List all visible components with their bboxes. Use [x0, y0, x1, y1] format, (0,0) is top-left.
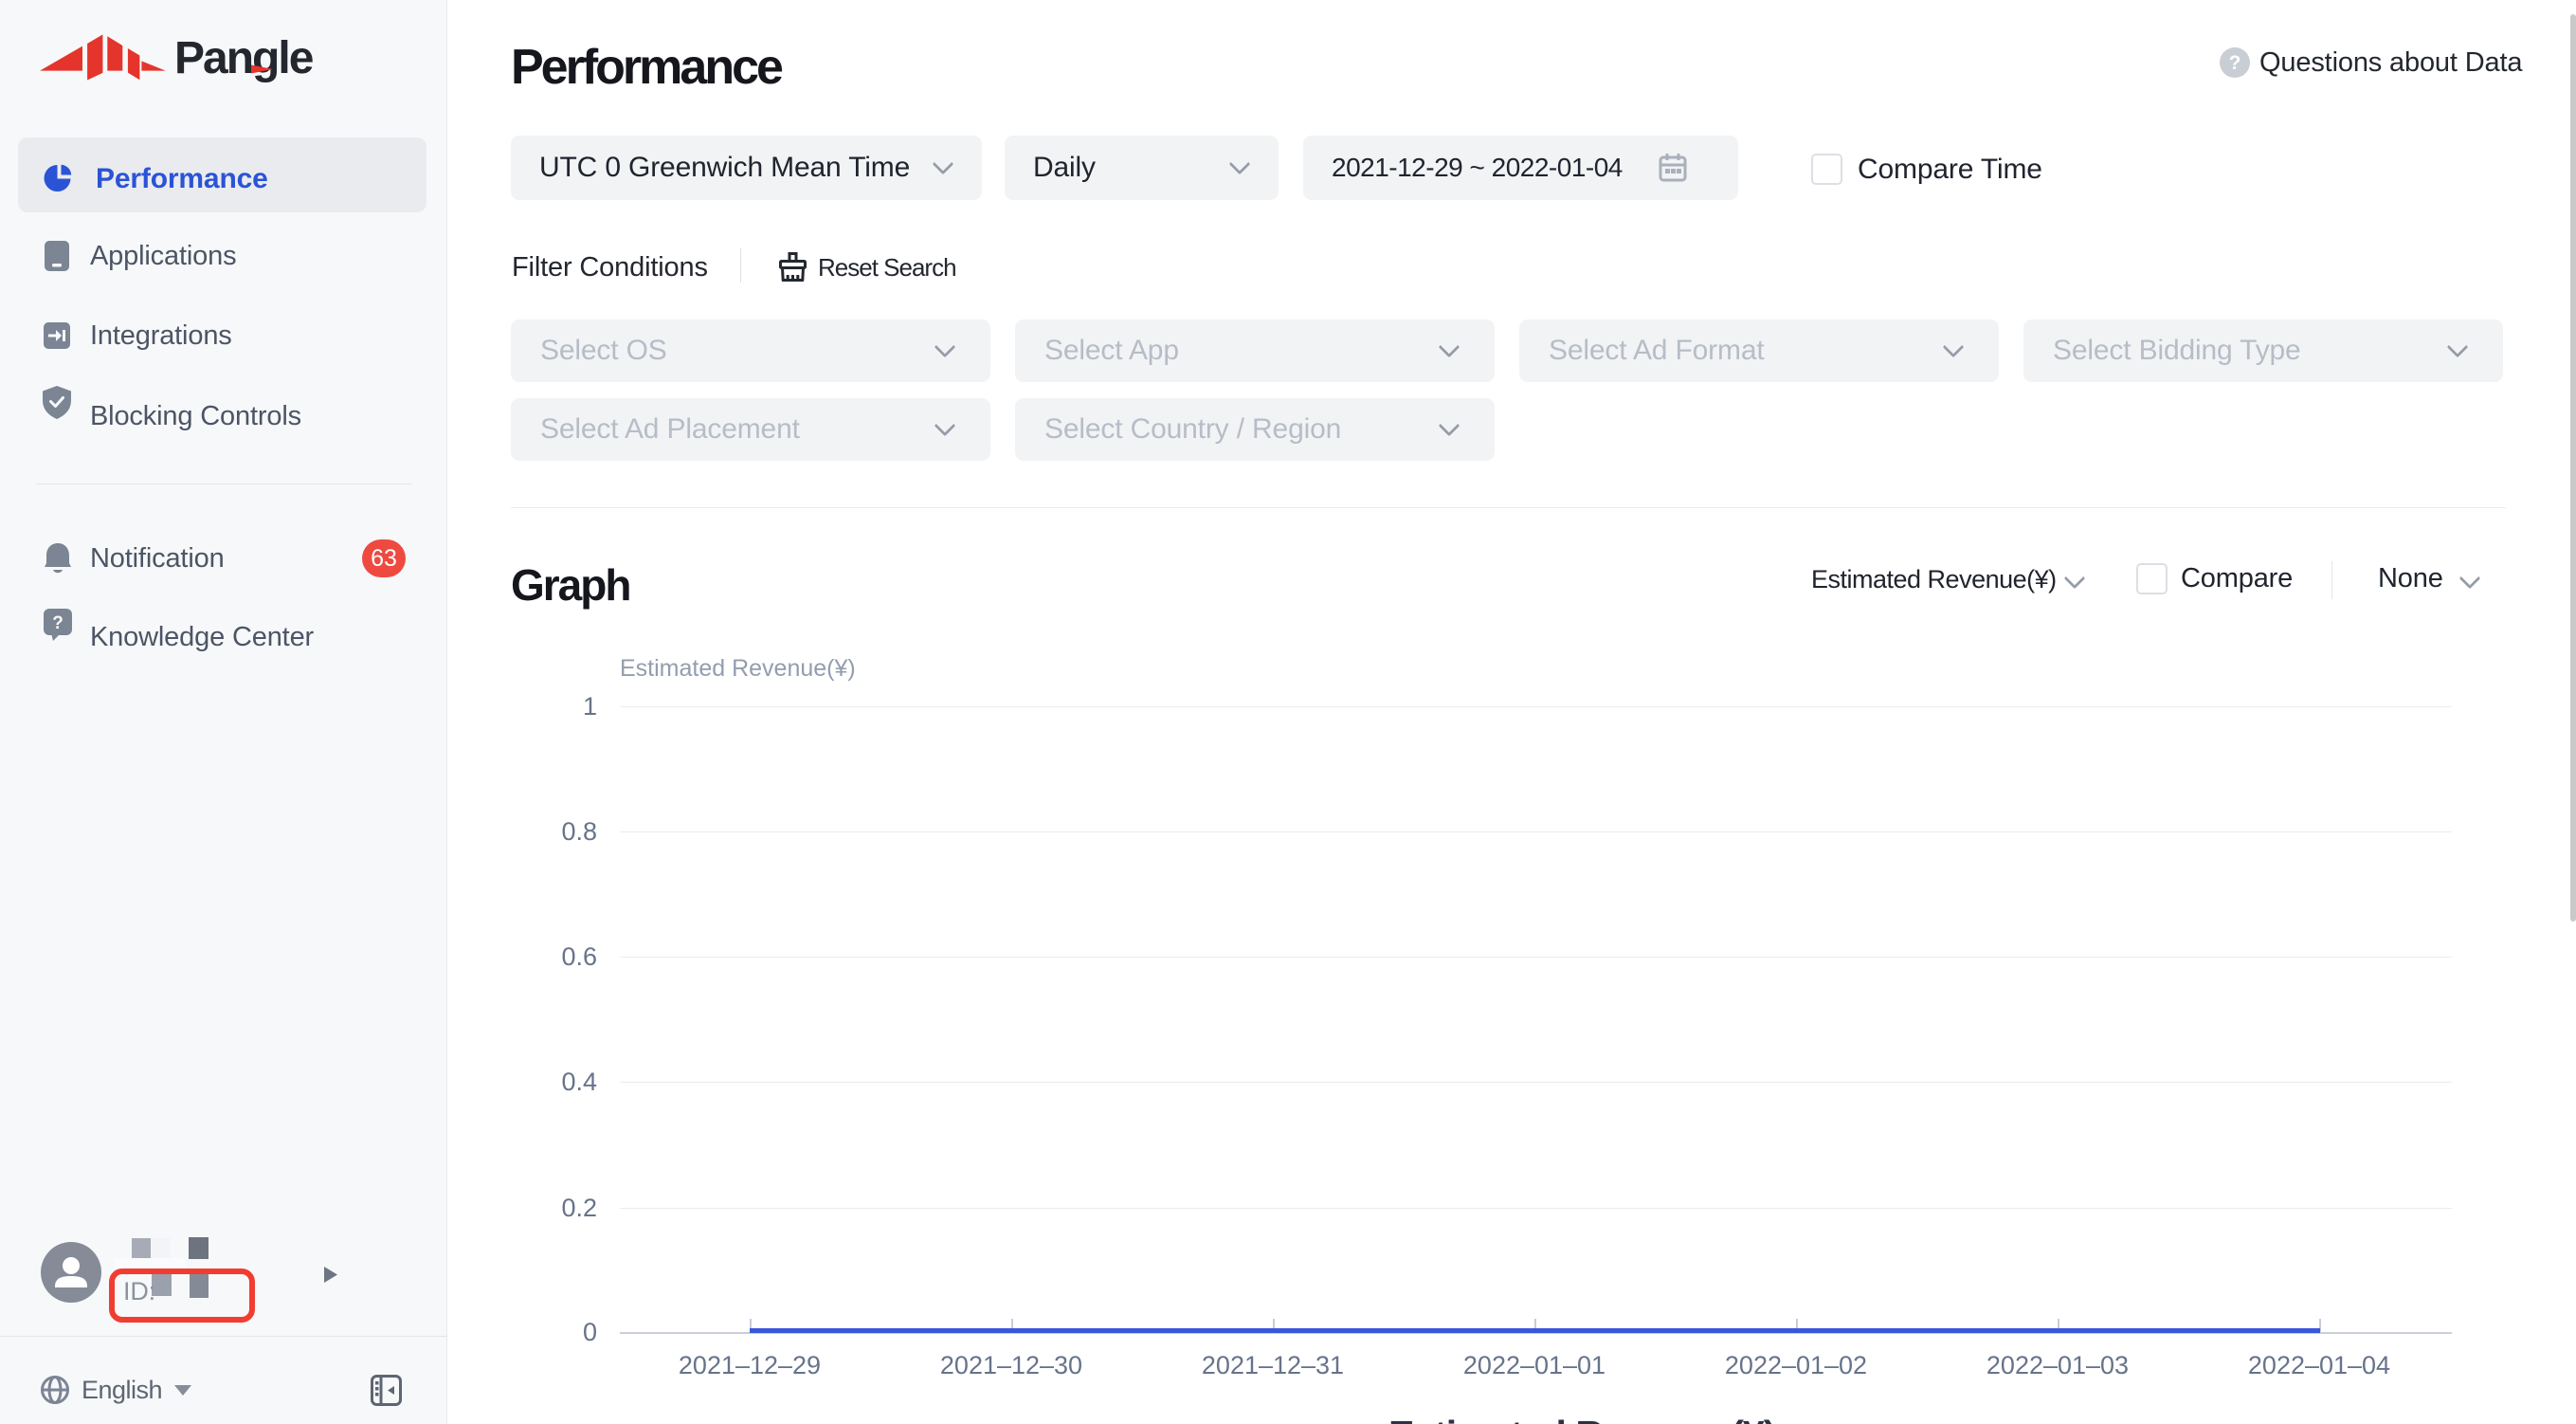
svg-text:?: ? [2229, 52, 2241, 74]
svg-text:?: ? [52, 613, 63, 633]
svg-text:Pangle: Pangle [174, 33, 314, 83]
